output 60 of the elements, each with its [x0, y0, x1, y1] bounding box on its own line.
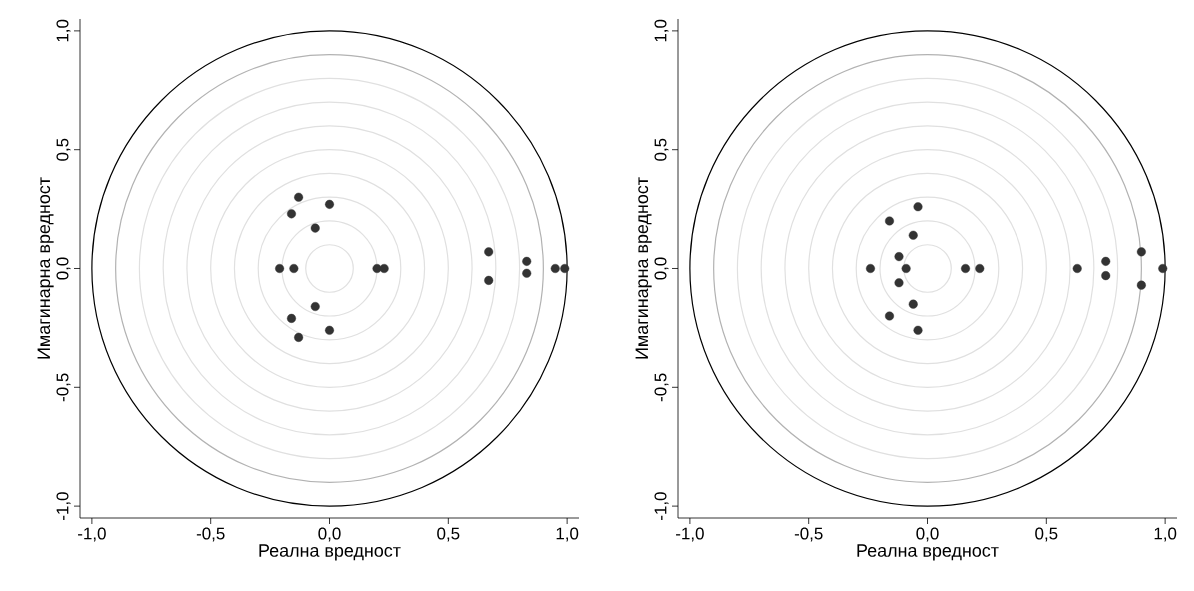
point [894, 252, 904, 262]
point [961, 264, 971, 273]
point [522, 256, 532, 266]
point [908, 230, 918, 240]
x-tick-label: -1,0 [78, 527, 106, 542]
y-tick-label: -1,0 [56, 492, 71, 520]
point [894, 278, 904, 288]
point [901, 264, 911, 273]
point [1158, 264, 1168, 273]
point [294, 192, 304, 202]
point [550, 264, 560, 273]
x-tick-label: -0,5 [196, 527, 225, 542]
y-tick-label: -1,0 [654, 492, 669, 520]
x-tick-label: 0,5 [437, 527, 460, 542]
point [1072, 264, 1082, 273]
x-axis-title: Реална вредност [857, 544, 999, 561]
y-tick-label: 0,0 [56, 257, 71, 280]
y-tick-label: 0,5 [654, 138, 669, 161]
x-tick-label: 0,0 [916, 527, 939, 542]
x-tick-label: 1,0 [1154, 527, 1177, 542]
y-tick-label: -0,5 [56, 373, 71, 402]
point [975, 264, 985, 273]
point [884, 216, 894, 226]
y-tick-label: 1,0 [654, 19, 669, 42]
point [1136, 247, 1146, 257]
point [865, 264, 875, 273]
point [884, 311, 894, 321]
point [1101, 271, 1111, 281]
y-tick-label: 1,0 [56, 19, 71, 42]
point [484, 275, 494, 285]
point [325, 325, 334, 335]
point [372, 264, 382, 273]
point [1101, 256, 1111, 266]
point [286, 209, 296, 219]
x-tick-label: -0,5 [794, 527, 823, 542]
x-tick-label: 0,0 [318, 527, 341, 542]
point [325, 199, 334, 209]
point [286, 313, 296, 323]
point [913, 202, 923, 212]
y-tick-label: 0,0 [654, 257, 669, 280]
y-axis-title: Имагинарна вредност [635, 177, 652, 359]
point [379, 264, 389, 273]
point [1136, 280, 1146, 290]
point [310, 302, 320, 312]
y-tick-label: -0,5 [654, 373, 669, 402]
x-tick-label: -1,0 [676, 527, 704, 542]
x-tick-label: 1,0 [556, 527, 579, 542]
point [310, 223, 320, 233]
point [560, 264, 570, 273]
y-tick-label: 0,5 [56, 138, 71, 161]
point [294, 332, 304, 342]
x-tick-label: 0,5 [1035, 527, 1058, 542]
x-axis-title: Реална вредност [259, 544, 401, 561]
point [289, 264, 299, 273]
point [913, 325, 923, 335]
point [275, 264, 285, 273]
point [484, 247, 494, 257]
y-axis-title: Имагинарна вредност [37, 177, 54, 359]
point [522, 268, 532, 278]
point [908, 299, 918, 309]
